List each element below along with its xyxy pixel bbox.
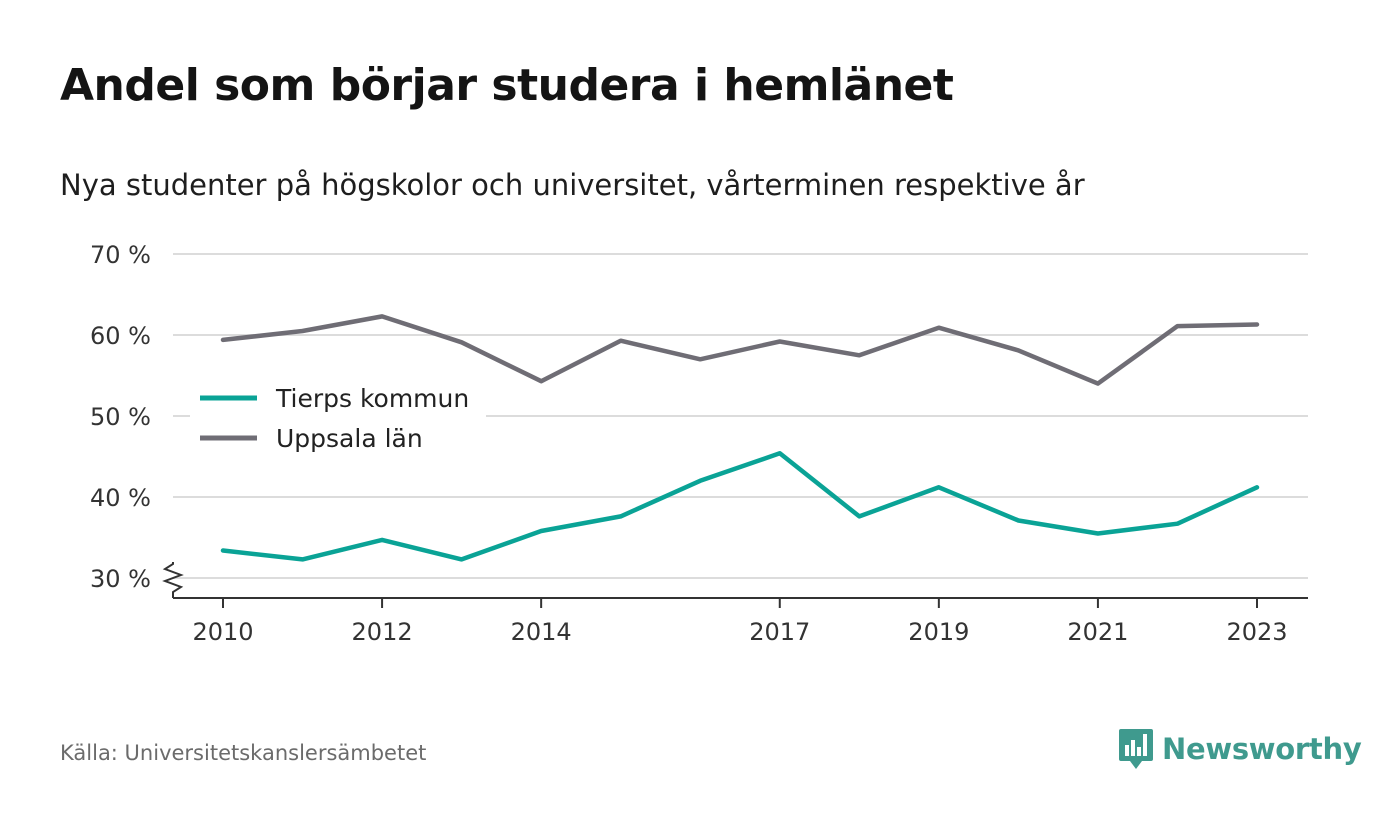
y-tick-label: 30 % bbox=[90, 565, 151, 593]
legend-label: Tierps kommun bbox=[275, 384, 469, 413]
legend: Tierps kommun Uppsala län bbox=[190, 376, 486, 464]
x-tick-label: 2017 bbox=[749, 618, 810, 646]
y-axis-break bbox=[162, 562, 184, 598]
legend-background bbox=[190, 376, 486, 464]
y-tick-label: 40 % bbox=[90, 484, 151, 512]
y-tick-label: 60 % bbox=[90, 322, 151, 350]
series-line-uppsala-lan bbox=[220, 314, 1260, 386]
x-tick-label: 2010 bbox=[192, 618, 253, 646]
legend-label: Uppsala län bbox=[276, 424, 423, 453]
y-tick-label: 50 % bbox=[90, 403, 151, 431]
x-tick-label: 2021 bbox=[1067, 618, 1128, 646]
series-lines bbox=[220, 314, 1260, 562]
x-tick-label: 2014 bbox=[511, 618, 572, 646]
grid-lines bbox=[173, 253, 1308, 579]
logo-text: Newsworthy bbox=[1162, 732, 1362, 766]
newsworthy-logo: Newsworthy bbox=[1118, 727, 1362, 771]
chart-title: Andel som börjar studera i hemlänet bbox=[60, 60, 954, 111]
source-note: Källa: Universitetskanslersämbetet bbox=[60, 741, 427, 765]
x-tick-label: 2012 bbox=[352, 618, 413, 646]
series-line-tierps-kommun bbox=[220, 451, 1260, 562]
chart-subtitle: Nya studenter på högskolor och universit… bbox=[60, 168, 1085, 202]
x-tick-label: 2019 bbox=[908, 618, 969, 646]
x-tick-label: 2023 bbox=[1226, 618, 1287, 646]
y-axis: 30 % 40 % 50 % 60 % 70 % bbox=[90, 241, 184, 598]
y-tick-label: 70 % bbox=[90, 241, 151, 269]
newsworthy-logo-icon bbox=[1119, 729, 1153, 769]
x-axis: 2010 2012 2014 2017 2019 2021 2023 bbox=[173, 597, 1308, 646]
